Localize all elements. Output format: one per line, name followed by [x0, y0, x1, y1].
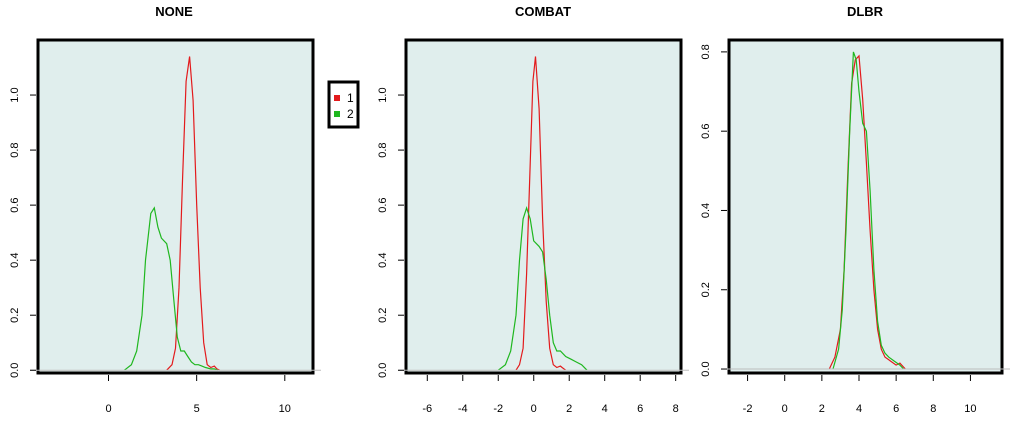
plot-frame — [36, 38, 315, 375]
x-tick-label: 5 — [194, 403, 200, 415]
y-tick-label: 0.6 — [377, 197, 389, 212]
x-tick-label: -6 — [422, 403, 432, 415]
y-tick-label: 0.4 — [700, 203, 712, 218]
x-tick-label: 4 — [602, 403, 608, 415]
x-tick-label: -2 — [493, 403, 503, 415]
y-tick-label: 1.0 — [377, 87, 389, 102]
panel-title: COMBAT — [515, 4, 571, 19]
y-tick-label: 0.8 — [377, 142, 389, 157]
x-tick-label: 2 — [566, 403, 572, 415]
y-tick-label: 0.0 — [9, 363, 21, 378]
y-tick-label: 0.2 — [9, 308, 21, 323]
density-line-1 — [515, 56, 567, 371]
x-tick-label: 0 — [782, 403, 788, 415]
x-tick-label: 4 — [856, 403, 862, 415]
x-tick-label: 10 — [279, 403, 291, 415]
y-tick-label: 0.2 — [377, 308, 389, 323]
y-tick-label: 0.2 — [700, 282, 712, 297]
density-line-2 — [832, 51, 905, 370]
x-tick-label: 8 — [673, 403, 679, 415]
y-tick-label: 0.0 — [377, 363, 389, 378]
y-tick-label: 0.0 — [700, 361, 712, 376]
legend-swatch-2 — [334, 111, 340, 117]
x-tick-label: 2 — [819, 403, 825, 415]
x-tick-label: 0 — [105, 403, 111, 415]
x-tick-label: 6 — [637, 403, 643, 415]
x-tick-label: 10 — [964, 403, 976, 415]
density-line-1 — [166, 56, 220, 371]
legend-label-2: 2 — [347, 107, 354, 121]
x-tick-label: 0 — [531, 403, 537, 415]
plot-frame — [727, 38, 1004, 375]
panel-title: DLBR — [847, 4, 884, 19]
legend-label-1: 1 — [347, 91, 354, 105]
panel-none: NONE 0 5 10 0.0 0.2 0.4 0.6 0.8 1.0 — [9, 4, 321, 415]
density-line-2 — [497, 205, 588, 371]
y-tick-label: 0.4 — [377, 253, 389, 268]
y-tick-label: 0.6 — [700, 124, 712, 139]
y-tick-label: 0.4 — [9, 253, 21, 268]
legend-swatch-1 — [334, 95, 340, 101]
y-tick-label: 1.0 — [9, 87, 21, 102]
density-line-2 — [124, 206, 219, 371]
panel-combat: COMBAT -6 -4 -2 0 2 4 6 8 0.0 0.2 0.4 0.6 0.8 1.0 — [377, 4, 689, 415]
plot-background — [729, 40, 1002, 373]
x-tick-label: -4 — [458, 403, 468, 415]
y-tick-label: 0.8 — [700, 44, 712, 59]
x-tick-label: -2 — [743, 403, 753, 415]
plot-background — [406, 40, 681, 373]
panel-title: NONE — [155, 4, 193, 19]
legend: 12 — [327, 80, 360, 129]
x-tick-label: 6 — [893, 403, 899, 415]
y-tick-label: 0.6 — [9, 197, 21, 212]
y-tick-label: 0.8 — [9, 142, 21, 157]
plot-frame — [404, 38, 683, 375]
legend-box — [327, 80, 360, 129]
x-tick-label: 8 — [930, 403, 936, 415]
panel-dlbr: DLBR -2 0 2 4 6 8 10 0.0 0.2 0.4 0.6 0.8 — [700, 4, 1010, 415]
